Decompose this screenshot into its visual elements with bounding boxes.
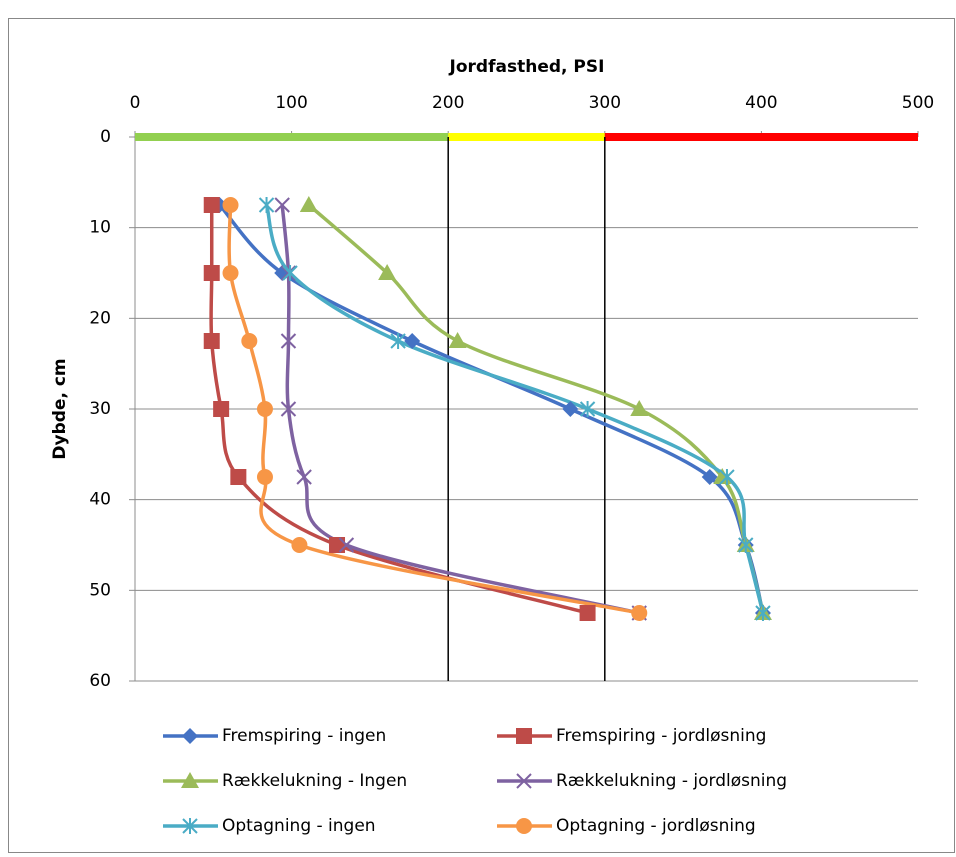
- marker: [291, 537, 308, 553]
- marker: [230, 469, 247, 485]
- y-tick-label: 40: [89, 490, 111, 510]
- marker: [338, 537, 355, 553]
- marker: [630, 400, 649, 416]
- marker: [258, 197, 275, 213]
- legend-label: Optagning - jordløsning: [556, 816, 756, 836]
- chart-title: Jordfasthed, PSI: [449, 57, 605, 77]
- marker: [256, 469, 273, 485]
- legend-label: Fremspiring - jordløsning: [556, 726, 766, 746]
- marker: [296, 469, 312, 485]
- legend-marker: [182, 728, 198, 744]
- marker: [203, 333, 220, 349]
- legend-marker: [181, 772, 199, 788]
- legend-label: Rækkelukning - jordløsning: [556, 771, 787, 791]
- zone-band: [135, 133, 449, 141]
- marker: [329, 537, 346, 553]
- marker: [203, 265, 220, 281]
- marker: [280, 333, 297, 349]
- zone-band: [448, 133, 605, 141]
- y-tick-label: 60: [89, 671, 111, 691]
- series-line: [227, 204, 640, 615]
- legend-marker: [516, 728, 532, 744]
- legend-marker: [182, 818, 198, 834]
- marker: [280, 401, 297, 417]
- marker: [579, 605, 596, 621]
- y-tick-label: 10: [89, 218, 111, 238]
- y-tick-label: 0: [100, 127, 111, 147]
- marker: [203, 197, 220, 213]
- series-line: [264, 204, 765, 614]
- legend-marker: [516, 818, 532, 834]
- marker: [256, 401, 273, 417]
- legend-label: Optagning - ingen: [222, 816, 376, 836]
- marker: [701, 469, 718, 485]
- marker: [222, 265, 239, 281]
- marker: [719, 469, 735, 485]
- marker: [222, 197, 239, 213]
- legend-marker: [516, 773, 532, 789]
- x-tick-label: 200: [432, 93, 464, 113]
- x-tick-label: 0: [130, 93, 141, 113]
- marker: [390, 333, 406, 349]
- y-tick-label: 50: [89, 580, 111, 600]
- legend-label: Fremspiring - ingen: [222, 726, 386, 746]
- marker: [241, 333, 258, 349]
- marker: [562, 401, 579, 417]
- marker: [755, 605, 771, 621]
- zone-band: [604, 133, 918, 141]
- series-line: [280, 204, 640, 615]
- marker: [280, 265, 297, 281]
- legend: Fremspiring - ingen Fremspiring - jordløs…: [163, 726, 787, 836]
- marker: [378, 264, 397, 280]
- marker: [213, 401, 230, 417]
- chart-frame: [8, 18, 955, 853]
- x-tick-label: 300: [589, 93, 621, 113]
- marker: [299, 196, 318, 212]
- y-axis-label: Dybde, cm: [50, 358, 70, 459]
- marker: [631, 605, 648, 621]
- y-tick-label: 30: [89, 399, 111, 419]
- legend-label: Rækkelukning - Ingen: [222, 771, 407, 791]
- marker: [738, 537, 754, 553]
- x-tick-label: 400: [745, 93, 777, 113]
- marker: [274, 197, 290, 213]
- x-tick-label: 500: [902, 93, 934, 113]
- y-tick-label: 20: [89, 308, 111, 328]
- marker: [404, 333, 421, 349]
- marker: [579, 401, 596, 417]
- marker: [282, 265, 298, 281]
- x-tick-label: 100: [275, 93, 307, 113]
- marker: [448, 332, 467, 348]
